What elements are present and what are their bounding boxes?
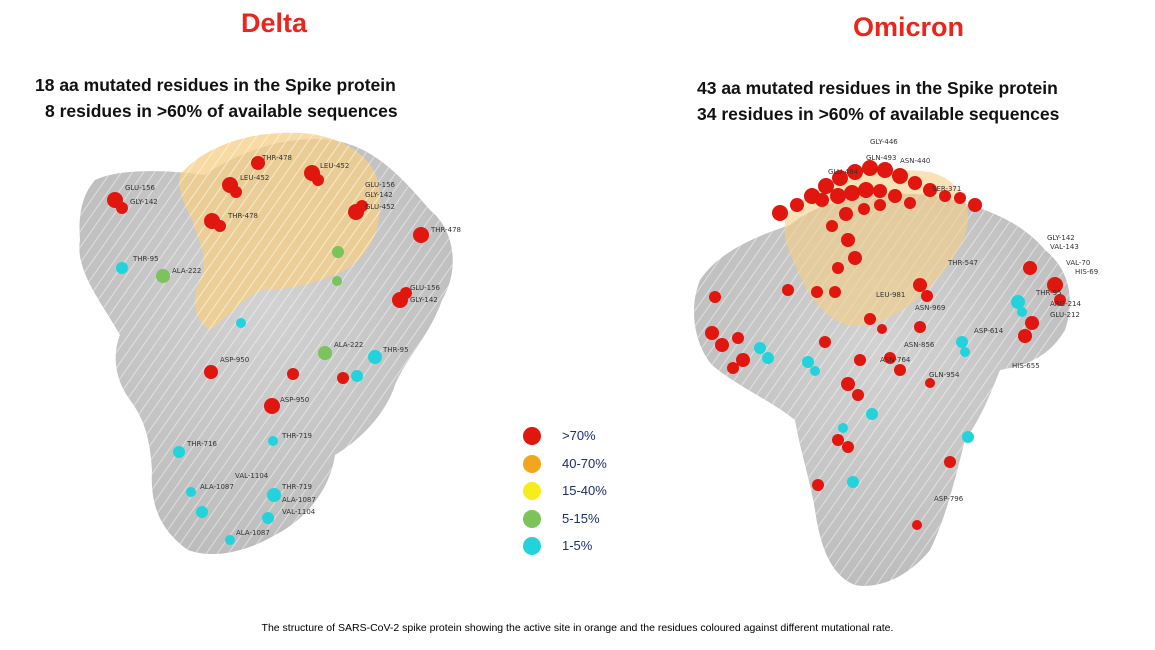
legend-label: 40-70% bbox=[562, 455, 607, 471]
legend-item: 40-70% bbox=[518, 452, 628, 480]
figure-caption: The structure of SARS-CoV-2 spike protei… bbox=[261, 622, 894, 634]
residue-label: ASN-440 bbox=[900, 157, 930, 165]
residue-label: ARG-214 bbox=[1050, 300, 1082, 308]
legend-item: 15-40% bbox=[518, 479, 628, 507]
legend-swatch bbox=[523, 482, 541, 500]
residue-label: GLN-493 bbox=[866, 154, 896, 162]
residue-label: THR-478 bbox=[261, 154, 292, 162]
residue-label: THR-719 bbox=[281, 483, 312, 491]
residue-label: THR-95 bbox=[382, 346, 409, 354]
residue-label: THR-478 bbox=[227, 212, 258, 220]
legend-item: 1-5% bbox=[518, 534, 628, 562]
legend-swatch bbox=[523, 427, 541, 445]
residue-label: THR-478 bbox=[430, 226, 461, 234]
residue-label: ALA-222 bbox=[334, 341, 363, 349]
residue-label: ALA-222 bbox=[172, 267, 201, 275]
omicron-subtitle-line2: 34 residues in >60% of available sequenc… bbox=[697, 104, 1060, 124]
residue-label: GLY-142 bbox=[410, 296, 438, 304]
residue-label: GLU-484 bbox=[828, 168, 859, 176]
residue-label: THR-716 bbox=[186, 440, 218, 448]
residue-label: GLU-212 bbox=[1050, 311, 1080, 319]
residue-label: LEU-452 bbox=[320, 162, 349, 170]
legend-swatch bbox=[523, 454, 541, 473]
residue-label: THR-95 bbox=[132, 255, 159, 263]
residue-label: THR-95 bbox=[1035, 289, 1062, 297]
residue-label: HIS-655 bbox=[1012, 362, 1040, 370]
residue-label: GLY-446 bbox=[870, 138, 898, 146]
residue-label: GLU-156 bbox=[365, 181, 396, 189]
residue-label: GLY-142 bbox=[1047, 234, 1075, 242]
residue-label: ASN-856 bbox=[904, 341, 935, 349]
residue-label: VAL-1104 bbox=[235, 472, 269, 480]
residue-label: GLN-954 bbox=[929, 371, 960, 379]
residue-label: GLY-142 bbox=[365, 191, 393, 199]
omicron-residues-high bbox=[705, 160, 1066, 530]
delta-residue-labels: GLU-156 GLY-142 THR-478 LEU-452 LEU-452 … bbox=[125, 154, 461, 537]
residue-label: GLY-142 bbox=[130, 198, 158, 206]
omicron-title: Omicron bbox=[853, 12, 965, 42]
omicron-spike-structure: GLY-446 GLN-493 ASN-440 GLU-484 SER-371 … bbox=[693, 138, 1098, 586]
legend-item: >70% bbox=[518, 424, 628, 452]
residue-label: ALA-1087 bbox=[236, 529, 270, 537]
delta-title: Delta bbox=[241, 8, 308, 38]
omicron-subtitle-line1: 43 aa mutated residues in the Spike prot… bbox=[697, 78, 1058, 98]
omicron-residue-labels: GLY-446 GLN-493 ASN-440 GLU-484 SER-371 … bbox=[828, 138, 1098, 503]
residue-label: LEU-452 bbox=[240, 174, 269, 182]
residue-label: ASP-614 bbox=[974, 327, 1004, 335]
residue-label: ASP-950 bbox=[220, 356, 249, 364]
legend-label: 5-15% bbox=[562, 510, 600, 526]
legend-label: 1-5% bbox=[562, 538, 593, 553]
residue-label: VAL-70 bbox=[1066, 259, 1090, 267]
residue-label: HIS-69 bbox=[1075, 268, 1098, 276]
residue-label: LEU-981 bbox=[876, 291, 905, 299]
residue-label: ASP-796 bbox=[934, 495, 964, 503]
delta-residues-low bbox=[116, 262, 382, 545]
residue-label: ASP-950 bbox=[280, 396, 309, 404]
legend-label: 15-40% bbox=[562, 483, 607, 498]
residue-label: ALA-1087 bbox=[200, 483, 234, 491]
legend-label: >70% bbox=[562, 428, 596, 443]
residue-label: SER-371 bbox=[932, 185, 961, 193]
residue-label: THR-547 bbox=[947, 259, 978, 267]
delta-subtitle-line1: 18 aa mutated residues in the Spike prot… bbox=[35, 75, 396, 95]
delta-spike-structure: GLU-156 GLY-142 THR-478 LEU-452 LEU-452 … bbox=[79, 132, 461, 555]
residue-label: GLU-452 bbox=[365, 203, 395, 211]
residue-label: GLU-156 bbox=[125, 184, 156, 192]
residue-label: ASN-969 bbox=[915, 304, 945, 312]
delta-subtitle-line2: 8 residues in >60% of available sequence… bbox=[45, 101, 398, 121]
delta-residues-mid bbox=[156, 246, 344, 360]
legend-swatch bbox=[523, 537, 541, 555]
residue-label: ALA-1087 bbox=[282, 496, 316, 504]
residue-label: THR-719 bbox=[281, 432, 312, 440]
residue-label: GLU-156 bbox=[410, 284, 441, 292]
delta-residues-high bbox=[107, 156, 429, 414]
legend-item: 5-15% bbox=[518, 507, 628, 535]
residue-label: VAL-1104 bbox=[282, 508, 316, 516]
legend-swatch bbox=[523, 509, 541, 528]
residue-label: VAL-143 bbox=[1050, 243, 1079, 251]
omicron-residues-low bbox=[754, 295, 1027, 488]
mutation-rate-legend: >70% 40-70% 15-40% 5-15% 1-5% bbox=[518, 424, 628, 562]
residue-label: ASN-764 bbox=[880, 356, 911, 364]
